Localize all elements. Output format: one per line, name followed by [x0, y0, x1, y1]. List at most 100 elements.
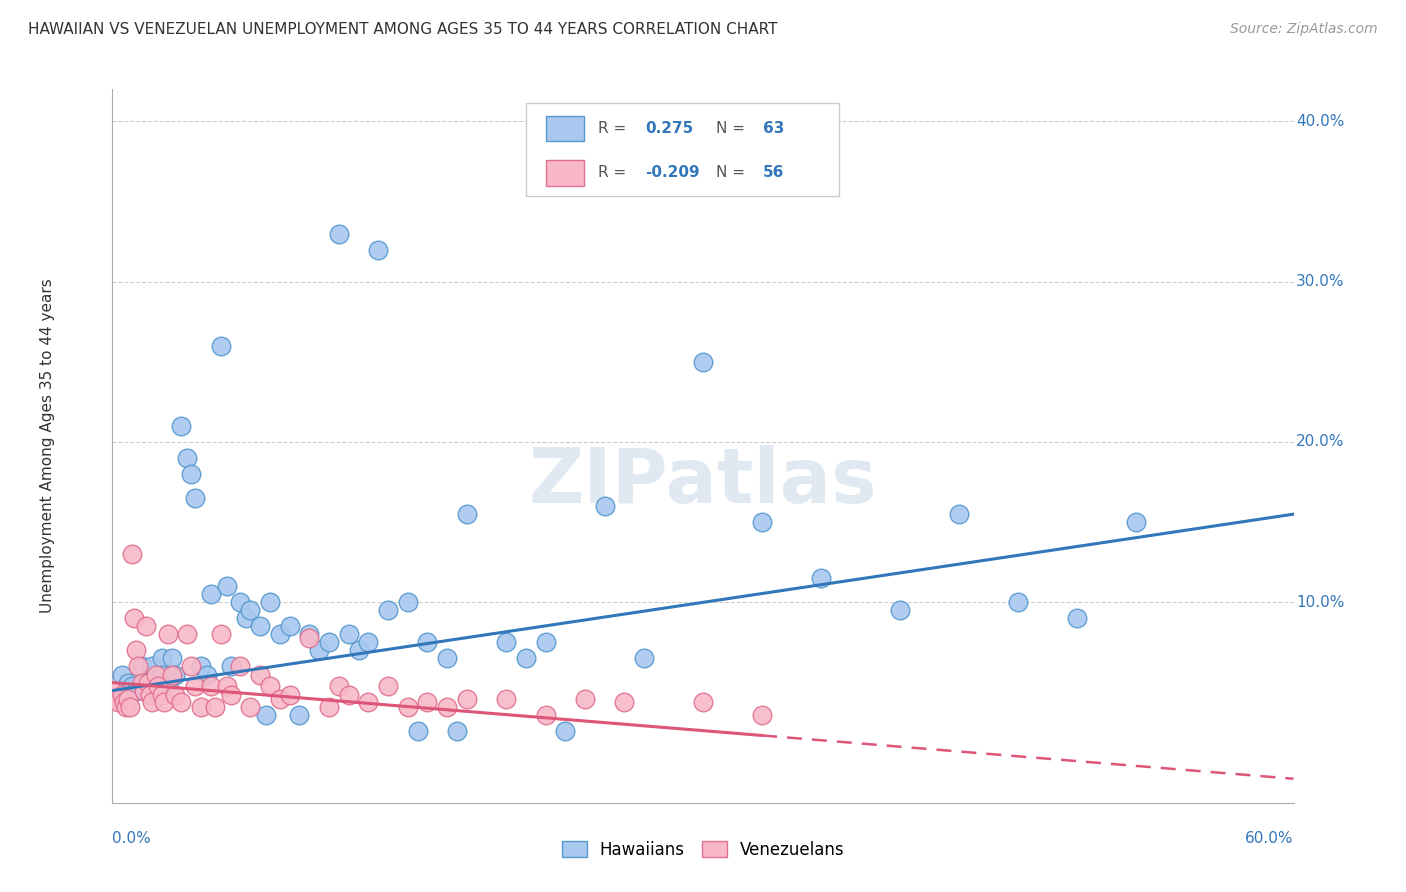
Point [337, 627, 360, 641]
Text: 40.0%: 40.0% [1296, 114, 1344, 128]
Point [215, 579, 238, 593]
Text: HAWAIIAN VS VENEZUELAN UNEMPLOYMENT AMONG AGES 35 TO 44 YEARS CORRELATION CHART: HAWAIIAN VS VENEZUELAN UNEMPLOYMENT AMON… [28, 22, 778, 37]
Point [328, 679, 350, 693]
Point [131, 659, 153, 673]
Point [751, 707, 773, 722]
Point [377, 679, 399, 693]
Point [235, 611, 257, 625]
Text: R =: R = [598, 121, 631, 136]
Point [115, 699, 138, 714]
FancyBboxPatch shape [526, 103, 839, 196]
Point [1007, 595, 1029, 609]
Text: Source: ZipAtlas.com: Source: ZipAtlas.com [1230, 22, 1378, 37]
Point [396, 699, 419, 714]
Point [554, 723, 576, 738]
Text: 30.0%: 30.0% [1296, 274, 1344, 289]
Point [337, 689, 360, 703]
Point [692, 355, 714, 369]
Point [120, 699, 142, 714]
Text: -0.209: -0.209 [645, 165, 700, 180]
Point [141, 659, 163, 673]
Text: 56: 56 [763, 165, 785, 180]
Point [534, 707, 557, 722]
Point [534, 635, 557, 649]
Point [574, 691, 596, 706]
Point [125, 683, 148, 698]
Point [456, 507, 478, 521]
Text: N =: N = [716, 165, 749, 180]
Point [180, 467, 202, 481]
Point [416, 635, 439, 649]
Point [239, 699, 262, 714]
Point [111, 689, 134, 703]
Point [190, 699, 212, 714]
Point [184, 679, 207, 693]
Point [101, 683, 124, 698]
Point [446, 723, 468, 738]
Text: R =: R = [598, 165, 631, 180]
Point [136, 683, 159, 698]
Point [170, 695, 193, 709]
Point [515, 651, 537, 665]
Point [112, 695, 135, 709]
Point [141, 675, 163, 690]
Point [105, 691, 128, 706]
Point [132, 683, 155, 698]
Point [889, 603, 911, 617]
Point [948, 507, 970, 521]
Point [1125, 515, 1147, 529]
Point [318, 699, 340, 714]
Point [692, 695, 714, 709]
Point [145, 679, 167, 693]
Point [219, 659, 242, 673]
Point [436, 651, 458, 665]
Point [195, 667, 218, 681]
Point [204, 699, 226, 714]
Text: 20.0%: 20.0% [1296, 434, 1344, 450]
Point [145, 667, 167, 681]
Point [229, 659, 252, 673]
Point [269, 691, 291, 706]
Point [156, 675, 179, 690]
Point [249, 667, 271, 681]
Point [131, 675, 153, 690]
Point [170, 419, 193, 434]
Point [160, 667, 183, 681]
Text: 60.0%: 60.0% [1246, 831, 1294, 847]
Point [288, 707, 311, 722]
Point [416, 695, 439, 709]
Point [633, 651, 655, 665]
Point [259, 679, 281, 693]
Point [190, 659, 212, 673]
Point [117, 691, 139, 706]
Point [132, 675, 155, 690]
Point [495, 635, 517, 649]
Point [406, 723, 429, 738]
FancyBboxPatch shape [546, 116, 583, 141]
Point [176, 627, 198, 641]
Point [229, 595, 252, 609]
Point [135, 619, 157, 633]
Point [436, 699, 458, 714]
Point [357, 635, 380, 649]
Point [150, 689, 173, 703]
Point [278, 689, 301, 703]
Point [141, 695, 163, 709]
Point [249, 619, 271, 633]
Point [121, 679, 143, 693]
Point [495, 691, 517, 706]
Point [239, 603, 262, 617]
Point [165, 667, 187, 681]
Point [347, 643, 370, 657]
Point [125, 643, 148, 657]
Legend: Hawaiians, Venezuelans: Hawaiians, Venezuelans [555, 835, 851, 866]
Point [219, 689, 242, 703]
Point [209, 627, 232, 641]
Point [396, 595, 419, 609]
Point [751, 515, 773, 529]
Point [160, 651, 183, 665]
Point [328, 227, 350, 241]
Point [259, 595, 281, 609]
FancyBboxPatch shape [546, 160, 583, 186]
Point [121, 547, 143, 561]
